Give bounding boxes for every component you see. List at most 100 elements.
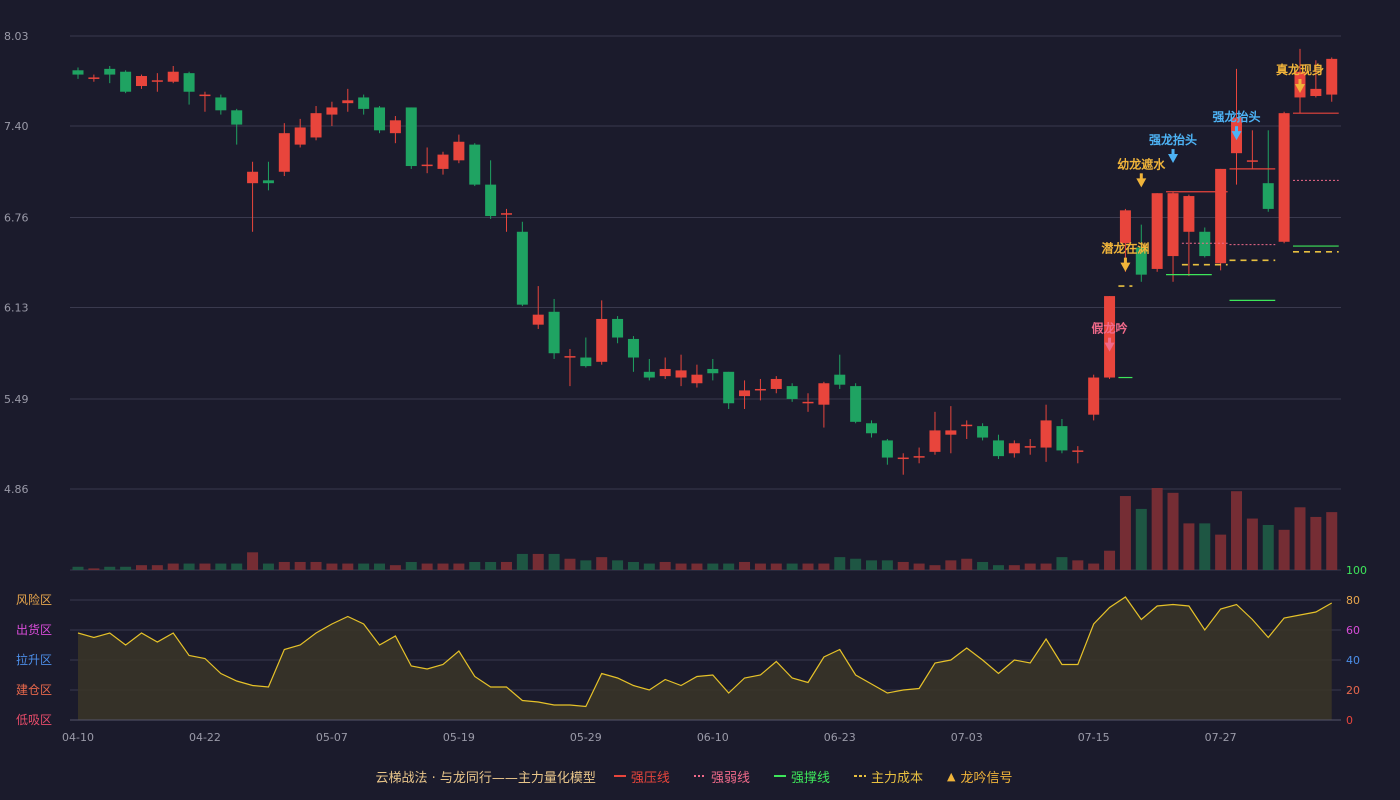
signal-arrow-stem (1235, 126, 1239, 133)
date-tick-label: 07-15 (1078, 731, 1110, 744)
date-tick-label: 07-03 (951, 731, 983, 744)
candle-body (596, 318, 608, 362)
candle-body (1135, 247, 1147, 275)
volume-bar (723, 563, 735, 570)
signal-arrow-icon (1231, 131, 1242, 141)
oscillator-tick-label: 60 (1346, 624, 1360, 637)
candle-body (675, 370, 687, 378)
volume-bar (1151, 488, 1163, 570)
candle-body (1024, 446, 1036, 448)
candle-body (120, 71, 132, 92)
candle-body (278, 133, 290, 172)
signal-label: 强龙抬头 (1213, 109, 1261, 124)
candle-body (1088, 377, 1100, 415)
candle-body (310, 113, 322, 138)
level-lines (1118, 112, 1339, 379)
volume-bar (120, 566, 132, 570)
candle-body (1008, 443, 1020, 454)
volume-bar (342, 563, 354, 570)
volume-bar (1104, 550, 1116, 570)
date-tick-label: 05-07 (316, 731, 348, 744)
candle-body (104, 68, 116, 75)
triangle-icon: ▲ (946, 769, 956, 783)
volume-bar (453, 563, 465, 570)
volume-bar (1167, 492, 1179, 570)
volume-bar (913, 563, 925, 570)
volume-bar (675, 563, 687, 570)
volume-bar (262, 563, 274, 570)
volume-bar (992, 565, 1004, 570)
candle-body (1056, 426, 1068, 451)
signal-label: 幼龙遮水 (1117, 156, 1166, 171)
volume-bar (580, 560, 592, 570)
volume-bar (691, 563, 703, 570)
volume-bar (754, 563, 766, 570)
candle-body (437, 154, 449, 169)
signal-arrow-icon (1104, 342, 1115, 352)
candle-body (1167, 193, 1179, 257)
date-tick-label: 05-19 (443, 731, 475, 744)
volume-bar (977, 561, 989, 570)
candle-body (500, 213, 512, 215)
signal-label: 假龙吟 (1092, 321, 1128, 336)
price-tick-label: 7.40 (4, 120, 29, 133)
volume-bar (500, 561, 512, 570)
legend-label: 强弱线 (710, 770, 750, 786)
oscillator-line (77, 596, 1333, 708)
signal-arrow-icon (1168, 154, 1179, 164)
volume-bar (1024, 563, 1036, 570)
volume-bar (1088, 563, 1100, 570)
signal-label: 强龙抬头 (1149, 132, 1197, 147)
volume-bar (881, 560, 893, 570)
volume-bar (1231, 491, 1243, 570)
candle-body (881, 440, 893, 458)
volume-bar (1262, 524, 1274, 570)
signal-arrow-stem (1139, 173, 1143, 180)
date-tick-label: 04-10 (62, 731, 94, 744)
candle-body (1104, 296, 1116, 378)
candle-body (913, 456, 925, 458)
oscillator-panel (70, 596, 1341, 721)
candle-body (818, 383, 830, 405)
candle-body (834, 374, 846, 385)
candle-body (802, 401, 814, 404)
candle-body (1278, 113, 1290, 242)
signal-arrow-icon (1136, 178, 1147, 188)
legend-title: 云梯战法 · 与龙同行——主力量化模型 (375, 770, 596, 786)
volume-bars (72, 488, 1338, 570)
zone-label: 建仓区 (16, 683, 52, 697)
candle-body (326, 107, 338, 115)
volume-bar (564, 558, 576, 570)
candle-body (1151, 193, 1163, 269)
candle-body (564, 356, 576, 358)
candle-body (1246, 160, 1258, 162)
volume-bar (659, 561, 671, 570)
volume-bar (1072, 560, 1084, 570)
date-tick-label: 06-23 (824, 731, 856, 744)
oscillator-tick-label: 40 (1346, 654, 1360, 667)
candle-body (1040, 420, 1052, 448)
candle-body (897, 457, 909, 460)
candle-body (961, 424, 973, 427)
legend-label: 强压线 (630, 770, 670, 786)
volume-bar (231, 563, 243, 570)
candle-body (992, 440, 1004, 457)
candle-body (1215, 168, 1227, 264)
volume-bar (945, 560, 957, 570)
price-tick-label: 6.76 (4, 211, 29, 224)
volume-bar (596, 557, 608, 570)
legend-item-dragon-signal: ▲ 龙吟信号 (947, 767, 1012, 786)
zone-label: 出货区 (16, 622, 52, 637)
price-tick-label: 8.03 (4, 30, 29, 43)
candle-body (516, 231, 528, 305)
volume-bar (310, 561, 322, 570)
candle-body (453, 141, 465, 161)
candle-body (294, 127, 306, 145)
candle-body (262, 180, 274, 184)
signal-arrow-icon (1294, 84, 1305, 94)
volume-bar (1215, 534, 1227, 570)
volume-bar (485, 561, 497, 570)
candle-body (151, 80, 163, 82)
volume-bar (802, 563, 814, 570)
legend-swatch-dotted-pink (693, 775, 706, 777)
